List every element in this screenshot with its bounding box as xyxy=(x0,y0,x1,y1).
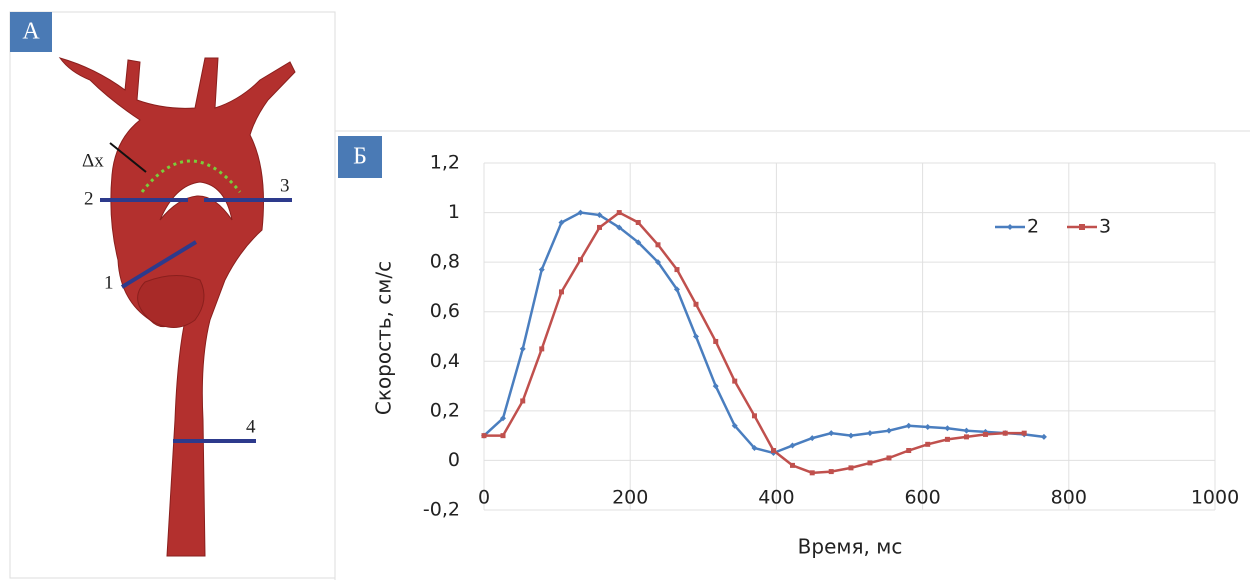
marker xyxy=(789,442,796,449)
marker xyxy=(963,434,969,440)
panel-a: Δx 2 3 1 4 А xyxy=(9,11,336,579)
section-label: 2 xyxy=(84,188,94,209)
marker xyxy=(828,430,835,437)
legend-label: 3 xyxy=(1099,216,1111,238)
marker xyxy=(500,415,507,422)
marker xyxy=(635,239,642,246)
marker xyxy=(770,448,776,454)
y-tick-label: 0,4 xyxy=(430,350,460,372)
marker xyxy=(577,209,584,216)
marker xyxy=(847,432,854,439)
marker xyxy=(558,289,564,295)
marker xyxy=(596,212,603,219)
panel-label-box xyxy=(338,136,382,178)
marker xyxy=(1040,433,1047,440)
y-tick-label: 0,2 xyxy=(430,399,460,421)
x-tick-label: 600 xyxy=(904,487,940,509)
aorta xyxy=(58,57,296,557)
marker xyxy=(673,286,680,293)
section-1 xyxy=(120,240,198,289)
marker xyxy=(500,433,506,439)
marker xyxy=(481,433,487,439)
x-axis-title: Время, мс xyxy=(798,535,903,559)
marker xyxy=(674,267,680,273)
marker xyxy=(655,242,661,248)
marker xyxy=(809,470,815,476)
marker xyxy=(789,462,795,468)
marker xyxy=(713,338,719,344)
dx-arrow xyxy=(109,142,147,173)
marker xyxy=(848,465,854,471)
section-label: 3 xyxy=(280,175,290,196)
marker xyxy=(944,436,950,442)
section-label: 4 xyxy=(246,416,256,437)
panel-label-box xyxy=(10,12,52,52)
panel-b: Б Время, мс Скорость, см/с xyxy=(334,130,1250,580)
marker xyxy=(577,257,583,263)
marker xyxy=(963,427,970,434)
dx-arc xyxy=(140,159,242,193)
x-tick-label: 400 xyxy=(758,487,794,509)
marker xyxy=(519,345,526,352)
marker xyxy=(616,210,622,216)
x-tick-label: 0 xyxy=(478,487,490,509)
legend-label: 2 xyxy=(1027,216,1039,238)
x-tick-label: 200 xyxy=(612,487,648,509)
legend-marker xyxy=(1007,224,1013,230)
y-tick-label: 0,6 xyxy=(430,300,460,322)
marker xyxy=(1002,430,1008,436)
y-tick-label: 0,8 xyxy=(430,251,460,273)
marker xyxy=(712,383,719,390)
section-lines xyxy=(100,198,292,443)
y-tick-label: 1,2 xyxy=(430,152,460,174)
marker xyxy=(828,469,834,475)
marker xyxy=(732,378,738,384)
marker xyxy=(654,259,661,266)
x-tick-label: 1000 xyxy=(1191,487,1239,509)
marker xyxy=(731,422,738,429)
marker xyxy=(924,423,931,430)
series-line xyxy=(483,211,1045,455)
marker xyxy=(866,430,873,437)
marker xyxy=(925,441,931,447)
dx-label: Δx xyxy=(82,150,104,171)
marker xyxy=(982,431,988,437)
marker xyxy=(692,333,699,340)
marker xyxy=(520,398,526,404)
marker xyxy=(867,460,873,466)
marker xyxy=(596,224,602,230)
marker xyxy=(885,427,892,434)
y-tick-label: -0,2 xyxy=(423,499,460,521)
marker xyxy=(751,413,757,419)
y-tick-label: 0 xyxy=(448,449,460,471)
y-tick-label: 1 xyxy=(448,201,460,223)
marker xyxy=(538,266,545,273)
marker xyxy=(906,448,912,454)
marker xyxy=(944,425,951,432)
panel-label: А xyxy=(22,19,40,45)
legend-marker xyxy=(1079,224,1085,230)
marker xyxy=(558,219,565,226)
marker xyxy=(1021,430,1027,436)
marker xyxy=(635,219,641,225)
section-label: 1 xyxy=(104,272,114,293)
marker xyxy=(616,224,623,231)
panel-label: Б xyxy=(353,144,367,170)
marker xyxy=(809,435,816,442)
y-axis-title: Скорость, см/с xyxy=(372,261,396,415)
marker xyxy=(693,301,699,307)
x-tick-label: 800 xyxy=(1051,487,1087,509)
marker xyxy=(905,422,912,429)
marker xyxy=(539,346,545,352)
series-line xyxy=(484,211,1025,475)
marker xyxy=(886,455,892,461)
marker xyxy=(751,445,758,452)
